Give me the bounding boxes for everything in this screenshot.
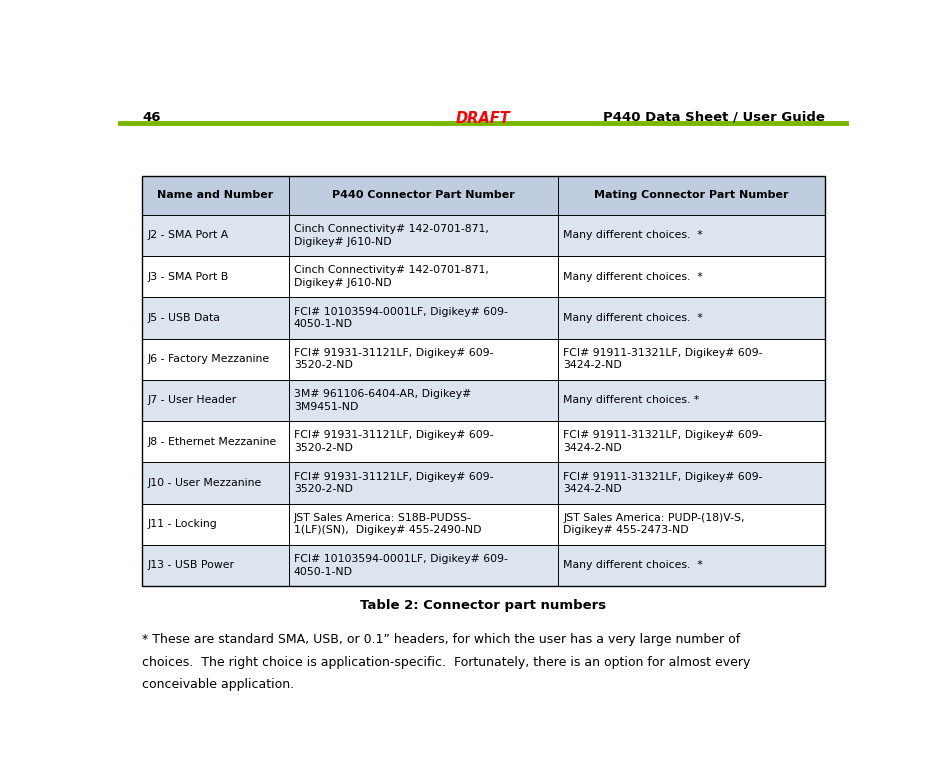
Text: P440 Data Sheet / User Guide: P440 Data Sheet / User Guide [603,111,824,124]
Bar [289,421,558,463]
Bar [558,421,824,463]
Text: 46: 46 [142,111,160,124]
Bar [289,176,558,215]
Text: FCI# 91931-31121LF, Digikey# 609-
3520-2-ND: FCI# 91931-31121LF, Digikey# 609- 3520-2… [294,430,493,453]
Text: FCI# 91911-31321LF, Digikey# 609-
3424-2-ND: FCI# 91911-31321LF, Digikey# 609- 3424-2… [564,430,763,453]
Text: conceivable application.: conceivable application. [142,678,294,691]
Bar [558,297,824,339]
Bar [558,463,824,503]
Text: J6 - Factory Mezzanine: J6 - Factory Mezzanine [147,354,270,365]
Text: Many different choices.  *: Many different choices. * [564,561,703,571]
Text: Cinch Connectivity# 142-0701-871,
Digikey# J610-ND: Cinch Connectivity# 142-0701-871, Digike… [294,266,488,288]
Text: Many different choices.  *: Many different choices. * [564,230,703,241]
Text: J2 - SMA Port A: J2 - SMA Port A [147,230,228,241]
Bar [142,176,824,586]
Bar [289,379,558,421]
Bar [289,215,558,256]
Text: J7 - User Header: J7 - User Header [147,395,237,405]
Bar [558,379,824,421]
Text: FCI# 10103594-0001LF, Digikey# 609-
4050-1-ND: FCI# 10103594-0001LF, Digikey# 609- 4050… [294,554,507,577]
Bar [558,339,824,379]
Text: J13 - USB Power: J13 - USB Power [147,561,234,571]
Text: JST Sales America: PUDP-(18)V-S,
Digikey# 455-2473-ND: JST Sales America: PUDP-(18)V-S, Digikey… [564,513,745,535]
Text: Many different choices. *: Many different choices. * [564,395,700,405]
Text: P440 Connector Part Number: P440 Connector Part Number [332,191,515,200]
Text: DRAFT: DRAFT [455,111,511,126]
Bar [289,297,558,339]
Bar [142,256,289,297]
Text: FCI# 91911-31321LF, Digikey# 609-
3424-2-ND: FCI# 91911-31321LF, Digikey# 609- 3424-2… [564,472,763,494]
Bar [142,503,289,545]
Bar [142,215,289,256]
Text: * These are standard SMA, USB, or 0.1” headers, for which the user has a very la: * These are standard SMA, USB, or 0.1” h… [142,633,740,645]
Text: FCI# 91931-31121LF, Digikey# 609-
3520-2-ND: FCI# 91931-31121LF, Digikey# 609- 3520-2… [294,472,493,494]
Bar [558,176,824,215]
Text: J11 - Locking: J11 - Locking [147,519,217,529]
Text: JST Sales America: S18B-PUDSS-
1(LF)(SN),  Digikey# 455-2490-ND: JST Sales America: S18B-PUDSS- 1(LF)(SN)… [294,513,481,535]
Text: Many different choices.  *: Many different choices. * [564,272,703,281]
Bar [142,463,289,503]
Bar [142,176,289,215]
Bar [289,339,558,379]
Bar [142,545,289,586]
Bar [558,215,824,256]
Text: J10 - User Mezzanine: J10 - User Mezzanine [147,478,261,488]
Text: Many different choices.  *: Many different choices. * [564,313,703,323]
Bar [289,545,558,586]
Bar [142,339,289,379]
Text: J5 - USB Data: J5 - USB Data [147,313,220,323]
Text: FCI# 91931-31121LF, Digikey# 609-
3520-2-ND: FCI# 91931-31121LF, Digikey# 609- 3520-2… [294,348,493,370]
Text: Name and Number: Name and Number [157,191,273,200]
Bar [558,256,824,297]
Bar [142,297,289,339]
Text: Mating Connector Part Number: Mating Connector Part Number [594,191,788,200]
Bar [142,421,289,463]
Text: choices.  The right choice is application-specific.  Fortunately, there is an op: choices. The right choice is application… [142,655,751,669]
Text: FCI# 10103594-0001LF, Digikey# 609-
4050-1-ND: FCI# 10103594-0001LF, Digikey# 609- 4050… [294,307,507,329]
Bar [558,503,824,545]
Bar [289,503,558,545]
Bar [558,545,824,586]
Bar [142,379,289,421]
Bar [289,463,558,503]
Text: J8 - Ethernet Mezzanine: J8 - Ethernet Mezzanine [147,437,276,447]
Text: 3M# 961106-6404-AR, Digikey#
3M9451-ND: 3M# 961106-6404-AR, Digikey# 3M9451-ND [294,389,472,412]
Text: J3 - SMA Port B: J3 - SMA Port B [147,272,228,281]
Text: Cinch Connectivity# 142-0701-871,
Digikey# J610-ND: Cinch Connectivity# 142-0701-871, Digike… [294,224,488,247]
Text: FCI# 91911-31321LF, Digikey# 609-
3424-2-ND: FCI# 91911-31321LF, Digikey# 609- 3424-2… [564,348,763,370]
Bar [289,256,558,297]
Text: Table 2: Connector part numbers: Table 2: Connector part numbers [360,599,606,612]
